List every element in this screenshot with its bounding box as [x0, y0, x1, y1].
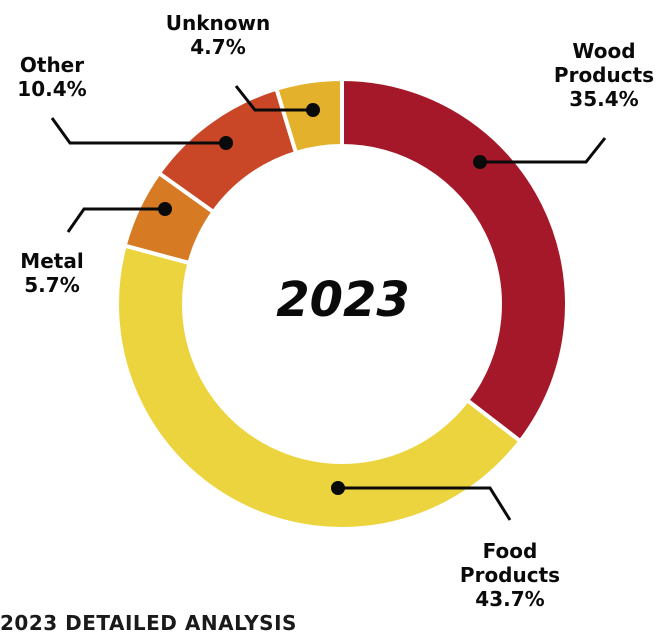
leader-line-unknown — [234, 85, 313, 112]
slice-wood-products — [340, 76, 569, 444]
label-name-line: Wood — [572, 39, 635, 63]
leader-dot-metal — [158, 202, 172, 216]
label-name-line: Products — [460, 563, 560, 587]
label-value: 5.7% — [24, 273, 79, 297]
label-metal: Metal 5.7% — [20, 249, 83, 297]
leader-line-wood-products — [480, 137, 607, 164]
label-name-line: Other — [20, 53, 84, 77]
slice-food-products — [115, 243, 524, 531]
label-unknown: Unknown 4.7% — [166, 11, 270, 59]
label-name-line: Food — [483, 539, 538, 563]
leader-dot-food-products — [331, 481, 345, 495]
label-wood-products: Wood Products 35.4% — [554, 39, 654, 111]
label-name-line: Metal — [20, 249, 83, 273]
label-value: 35.4% — [569, 87, 638, 111]
leader-dot-wood-products — [473, 155, 487, 169]
slice-unknown — [273, 76, 344, 156]
leader-dot-other — [219, 136, 233, 150]
label-value: 10.4% — [17, 77, 86, 101]
leader-line-food-products — [338, 486, 512, 521]
label-food-products: Food Products 43.7% — [460, 539, 560, 611]
footer-text: 2023 DETAILED ANALYSIS — [0, 611, 297, 635]
slices-group — [115, 76, 569, 531]
leader-dot-unknown — [306, 103, 320, 117]
leader-line-other — [50, 117, 226, 145]
leader-line-metal — [66, 207, 165, 233]
label-value: 4.7% — [190, 35, 245, 59]
slice-labels-group: Wood Products 35.4%Food Products 43.7%Metal 5… — [17, 11, 654, 611]
label-name-line: Products — [554, 63, 654, 87]
leader-lines-group — [50, 85, 607, 521]
label-value: 43.7% — [475, 587, 544, 611]
center-year-label: 2023 — [276, 272, 410, 328]
label-other: Other 10.4% — [17, 53, 86, 101]
label-name-line: Unknown — [166, 11, 270, 35]
